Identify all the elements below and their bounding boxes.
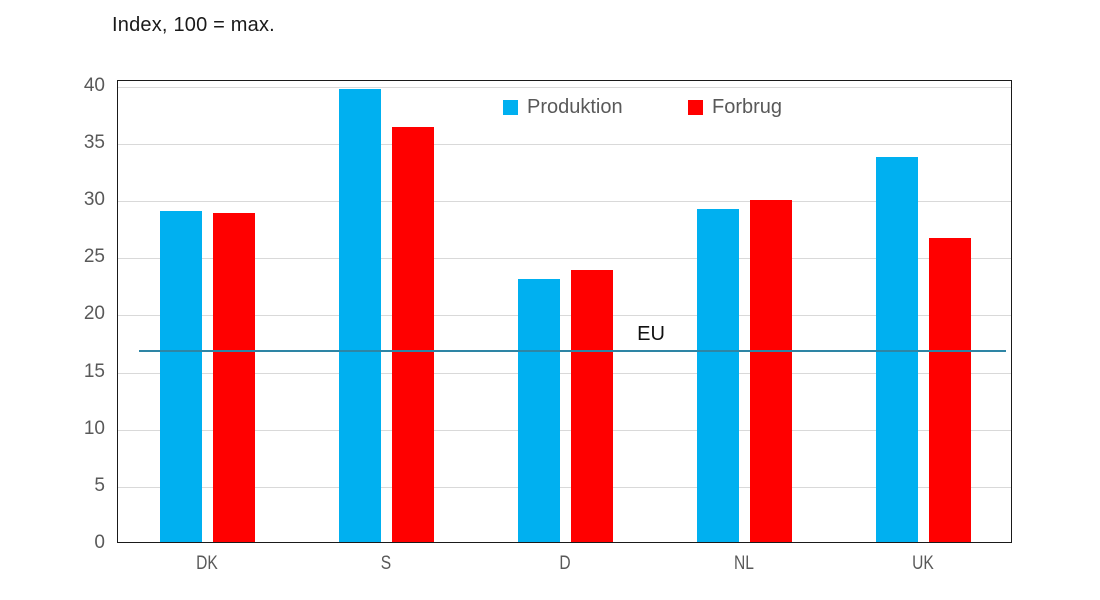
- gridline: [118, 429, 1011, 431]
- eu-reference-label: EU: [637, 322, 665, 345]
- y-tick-label: 10: [83, 417, 105, 439]
- legend-item-produktion: Produktion: [503, 96, 623, 119]
- bar-forbrug-s: [392, 127, 434, 542]
- y-tick-label: 25: [83, 246, 105, 268]
- x-tick-label-uk: UK: [911, 553, 934, 574]
- eu-reference-line: [139, 349, 1006, 352]
- gridline: [118, 86, 1011, 88]
- x-tick-label-nl: NL: [733, 553, 754, 574]
- plot-area: EU Produktion Forbrug: [117, 80, 1012, 543]
- bar-forbrug-nl: [750, 200, 792, 542]
- y-tick-label: 30: [83, 189, 105, 210]
- forbrug-swatch-icon: [688, 100, 703, 115]
- legend-label-forbrug: Forbrug: [712, 96, 783, 118]
- y-tick-label: 35: [83, 131, 105, 153]
- legend: Produktion Forbrug: [118, 96, 1011, 126]
- produktion-swatch-icon: [503, 100, 518, 115]
- x-axis: DK S D NL UK: [117, 553, 1012, 583]
- gridline: [118, 143, 1011, 145]
- legend-label-produktion: Produktion: [527, 96, 623, 118]
- y-tick-label: 40: [83, 74, 105, 96]
- gridline: [118, 258, 1011, 260]
- gridline: [118, 372, 1011, 374]
- y-axis: 0 5 10 15 20 25 30 35 40: [0, 75, 105, 553]
- chart-title: Index, 100 = max.: [112, 14, 275, 36]
- gridline: [118, 201, 1011, 202]
- legend-item-forbrug: Forbrug: [688, 96, 782, 119]
- y-tick-label: 20: [83, 303, 105, 325]
- bar-forbrug-uk: [929, 237, 971, 542]
- y-tick-label: 0: [94, 532, 105, 553]
- bar-forbrug-d: [571, 269, 613, 542]
- x-tick-label-dk: DK: [195, 553, 218, 574]
- y-tick-label: 5: [94, 474, 105, 496]
- bar-forbrug-dk: [213, 212, 255, 542]
- bar-produktion-d: [518, 279, 560, 542]
- bar-produktion-s: [339, 89, 381, 542]
- bar-produktion-dk: [160, 210, 202, 542]
- bar-produktion-nl: [697, 209, 739, 542]
- gridline: [118, 486, 1011, 488]
- gridline: [118, 315, 1011, 317]
- x-tick-label-d: D: [558, 553, 571, 574]
- bar-produktion-uk: [876, 156, 918, 542]
- y-tick-label: 15: [83, 360, 105, 382]
- x-tick-label-s: S: [380, 553, 391, 574]
